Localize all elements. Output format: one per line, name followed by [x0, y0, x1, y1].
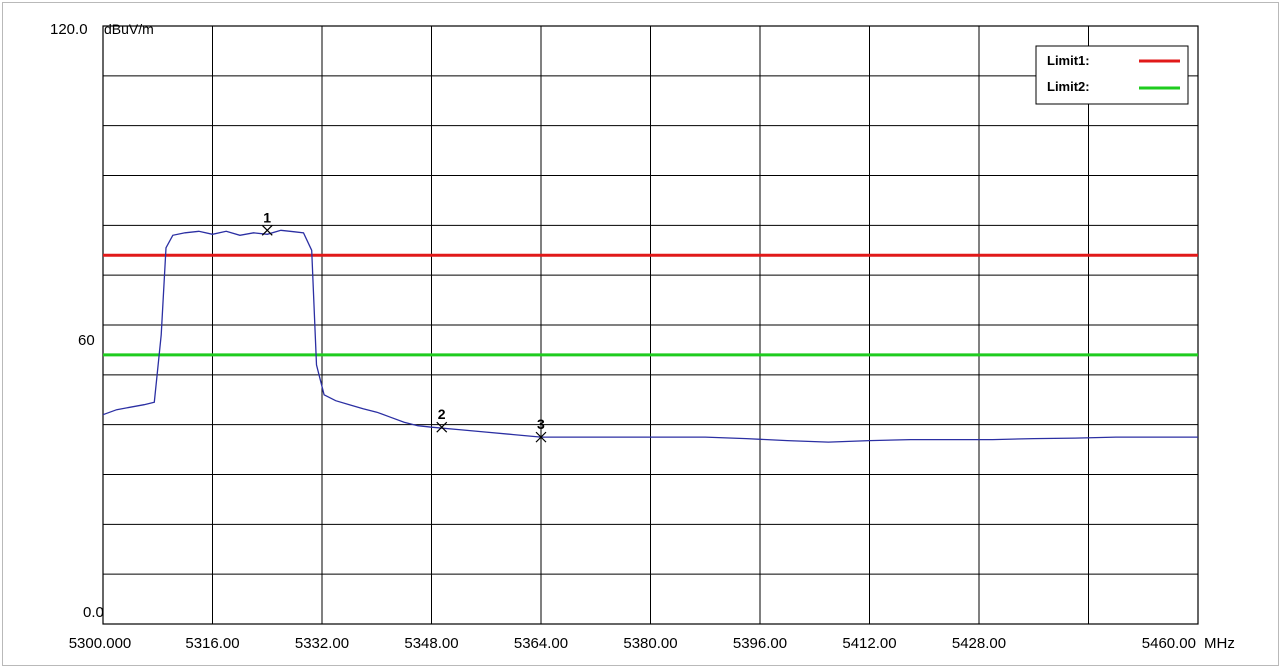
series-layer [102, 229, 1198, 443]
marker-1-cross-b [261, 224, 273, 236]
grid [102, 25, 1199, 625]
emission-chart: 123 120.0 dBuV/m 60 0.0 MHz 5300.000 5316… [50, 21, 1235, 652]
y-unit-label: dBuV/m [104, 21, 154, 37]
x-tick-label: 5380.00 [623, 635, 677, 652]
x-tick-label: 5332.00 [295, 635, 349, 652]
x-tick-label: 5364.00 [514, 635, 568, 652]
x-unit-label: MHz [1204, 635, 1235, 652]
x-tick-label: 5412.00 [842, 635, 896, 652]
legend-label-limit2: Limit2: [1047, 79, 1090, 94]
y-tick-label-top: 120.0 [50, 21, 88, 38]
x-tick-label: 5428.00 [952, 635, 1006, 652]
legend-box [1035, 45, 1189, 105]
limit-lines [103, 253, 1198, 357]
x-tick-label: 5348.00 [404, 635, 458, 652]
legend: Limit1: Limit2: [1035, 45, 1189, 105]
markers-layer: 1 2 3 [261, 209, 547, 443]
legend-label-limit1: Limit1: [1047, 53, 1090, 68]
x-tick-label: 5460.00 [1142, 635, 1196, 652]
x-tick-label: 5396.00 [733, 635, 787, 652]
x-tick-label: 5300.000 [69, 635, 132, 652]
marker-label-3: 3 [537, 416, 545, 432]
y-tick-label-bottom: 0.0 [83, 604, 104, 621]
marker-label-2: 2 [438, 406, 446, 422]
axis-labels: 120.0 dBuV/m 60 0.0 MHz 5300.000 5316.00 5… [50, 21, 1235, 652]
marker-3-cross-b [535, 431, 547, 443]
y-tick-label-mid: 60 [78, 332, 95, 349]
series-line-1 [102, 229, 1198, 443]
marker-label-1: 1 [263, 209, 271, 225]
x-tick-labels: 5300.000 5316.00 5332.00 5348.00 5364.00 5380… [69, 635, 1196, 652]
x-tick-label: 5316.00 [185, 635, 239, 652]
marker-2-cross-b [436, 421, 448, 433]
